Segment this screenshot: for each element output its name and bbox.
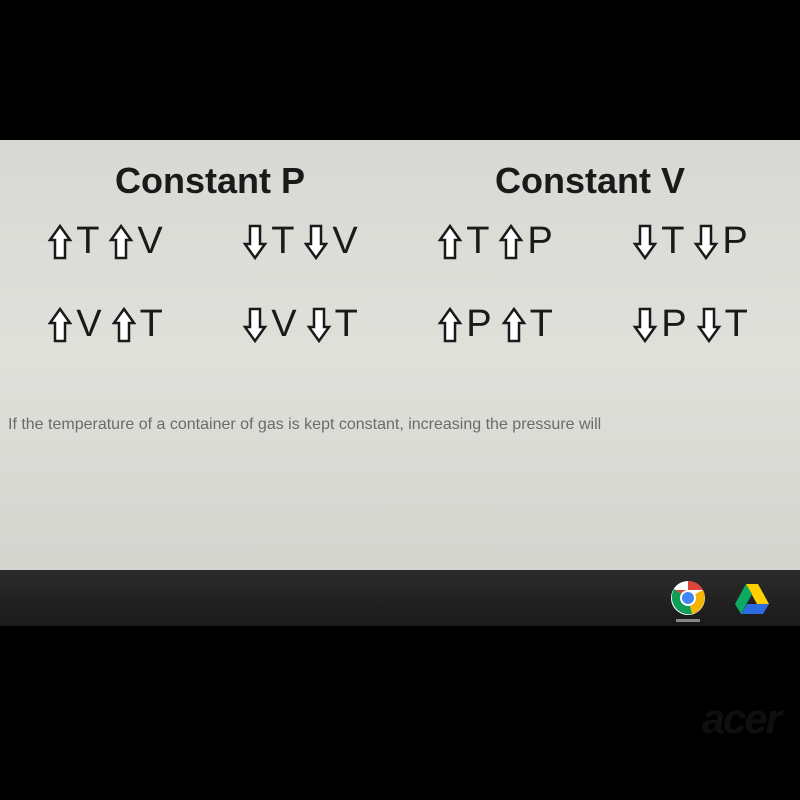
down-arrow-icon xyxy=(631,222,659,262)
laptop-brand-label: acer xyxy=(702,695,780,743)
up-arrow-icon xyxy=(107,222,135,262)
cell-r2c2: V T xyxy=(205,303,400,346)
cell-r2c3: P T xyxy=(400,303,595,346)
variable-label: P xyxy=(661,303,686,346)
variable-label: P xyxy=(466,303,491,346)
up-arrow-icon xyxy=(46,222,74,262)
variable-label: P xyxy=(527,220,552,263)
up-arrow-icon xyxy=(497,222,525,262)
cell-r2c4: P T xyxy=(595,303,790,346)
cell-r1c3: T P xyxy=(400,220,595,263)
taskbar xyxy=(0,570,800,626)
variable-label: T xyxy=(335,303,358,346)
chrome-icon[interactable] xyxy=(670,580,706,616)
active-indicator xyxy=(676,619,700,622)
question-text: If the temperature of a container of gas… xyxy=(0,386,800,434)
slide-content: Constant P Constant V T V T V T P T P xyxy=(0,140,800,570)
down-arrow-icon xyxy=(302,222,330,262)
variable-label: T xyxy=(271,220,294,263)
variable-label: T xyxy=(530,303,553,346)
variable-label: T xyxy=(76,220,99,263)
down-arrow-icon xyxy=(692,222,720,262)
cell-r1c2: T V xyxy=(205,220,400,263)
down-arrow-icon xyxy=(631,305,659,345)
header-constant-p: Constant P xyxy=(0,160,400,202)
up-arrow-icon xyxy=(500,305,528,345)
header-constant-v: Constant V xyxy=(400,160,800,202)
down-arrow-icon xyxy=(241,222,269,262)
variable-label: P xyxy=(722,220,747,263)
variable-label: V xyxy=(332,220,357,263)
variable-label: V xyxy=(76,303,101,346)
up-arrow-icon xyxy=(436,222,464,262)
up-arrow-icon xyxy=(436,305,464,345)
variable-label: V xyxy=(137,220,162,263)
variable-label: T xyxy=(140,303,163,346)
google-drive-icon[interactable] xyxy=(734,580,770,616)
variable-label: T xyxy=(466,220,489,263)
cell-r2c1: V T xyxy=(10,303,205,346)
up-arrow-icon xyxy=(110,305,138,345)
cell-r1c4: T P xyxy=(595,220,790,263)
down-arrow-icon xyxy=(305,305,333,345)
relations-row-1: T V T V T P T P xyxy=(0,220,800,263)
up-arrow-icon xyxy=(46,305,74,345)
down-arrow-icon xyxy=(241,305,269,345)
relations-row-2: V T V T P T P T xyxy=(0,303,800,346)
down-arrow-icon xyxy=(695,305,723,345)
headers-row: Constant P Constant V xyxy=(0,160,800,202)
variable-label: T xyxy=(725,303,748,346)
cell-r1c1: T V xyxy=(10,220,205,263)
variable-label: V xyxy=(271,303,296,346)
variable-label: T xyxy=(661,220,684,263)
